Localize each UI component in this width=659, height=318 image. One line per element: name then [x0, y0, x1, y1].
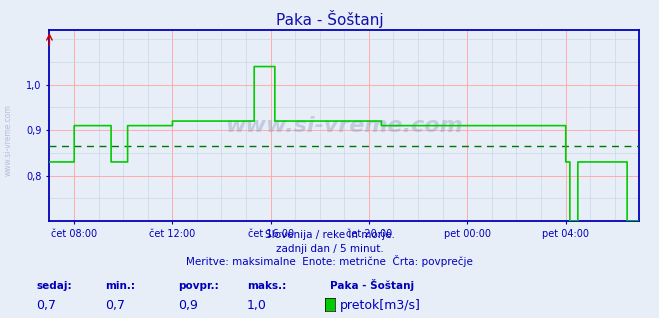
Text: Slovenija / reke in morje.: Slovenija / reke in morje. [264, 231, 395, 240]
Text: 0,7: 0,7 [36, 299, 56, 312]
Text: sedaj:: sedaj: [36, 281, 72, 291]
Text: 0,7: 0,7 [105, 299, 125, 312]
Text: Meritve: maksimalne  Enote: metrične  Črta: povprečje: Meritve: maksimalne Enote: metrične Črta… [186, 255, 473, 267]
Text: pretok[m3/s]: pretok[m3/s] [340, 299, 421, 312]
Text: www.si-vreme.com: www.si-vreme.com [3, 104, 13, 176]
Text: 0,9: 0,9 [178, 299, 198, 312]
Text: min.:: min.: [105, 281, 136, 291]
Text: Paka - Šoštanj: Paka - Šoštanj [275, 10, 384, 28]
Text: www.si-vreme.com: www.si-vreme.com [225, 116, 463, 135]
Text: zadnji dan / 5 minut.: zadnji dan / 5 minut. [275, 244, 384, 254]
Text: Paka - Šoštanj: Paka - Šoštanj [330, 280, 414, 291]
Text: povpr.:: povpr.: [178, 281, 219, 291]
Text: 1,0: 1,0 [247, 299, 267, 312]
Text: maks.:: maks.: [247, 281, 287, 291]
